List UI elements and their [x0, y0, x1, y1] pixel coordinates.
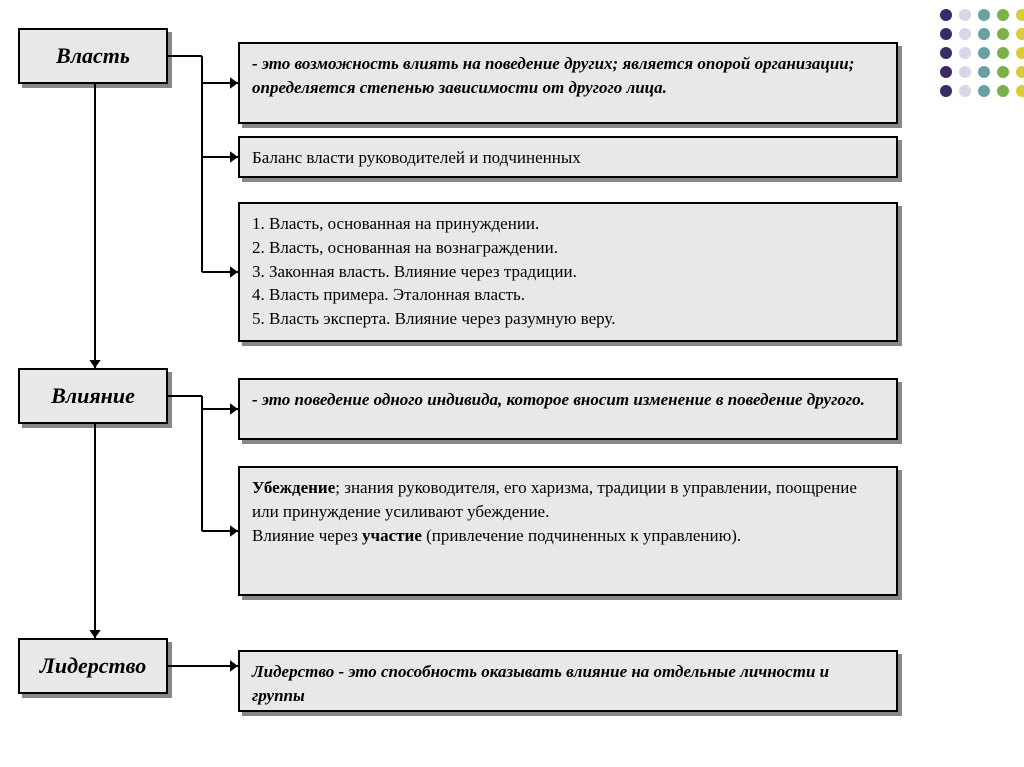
p-bold: участие — [362, 526, 422, 545]
box-power-forms: 1. Власть, основанная на принуждении. 2.… — [238, 202, 898, 342]
item-3: 3. Законная власть. Влияние через традиц… — [252, 260, 884, 284]
item-4: 4. Власть примера. Эталонная власть. — [252, 283, 884, 307]
rest: ; знания руководителя, его харизма, трад… — [252, 478, 857, 521]
lead: Убеждение — [252, 478, 335, 497]
box-balance: Баланс власти руководителей и подчиненны… — [238, 136, 898, 178]
box-persuasion: Убеждение; знания руководителя, его хари… — [238, 466, 898, 596]
title-leadership: Лидерство — [18, 638, 168, 694]
item-5: 5. Власть эксперта. Влияние через разумн… — [252, 307, 884, 331]
text: Баланс власти руководителей и подчиненны… — [252, 148, 581, 167]
text: - это возможность влиять на поведение др… — [252, 54, 854, 97]
box-leadership-definition: Лидерство - это способность оказывать вл… — [238, 650, 898, 712]
box-power-definition: - это возможность влиять на поведение др… — [238, 42, 898, 124]
item-1: 1. Власть, основанная на принуждении. — [252, 212, 884, 236]
title-influence: Влияние — [18, 368, 168, 424]
item-2: 2. Власть, основанная на вознаграждении. — [252, 236, 884, 260]
box-influence-definition: - это поведение одного индивида, которое… — [238, 378, 898, 440]
text: Лидерство - это способность оказывать вл… — [252, 662, 829, 705]
p-post: (привлечение подчиненных к управлению). — [422, 526, 741, 545]
title-power: Власть — [18, 28, 168, 84]
p-pre: Влияние через — [252, 526, 362, 545]
decorative-dots — [940, 9, 1024, 116]
text: - это поведение одного индивида, которое… — [252, 390, 865, 409]
